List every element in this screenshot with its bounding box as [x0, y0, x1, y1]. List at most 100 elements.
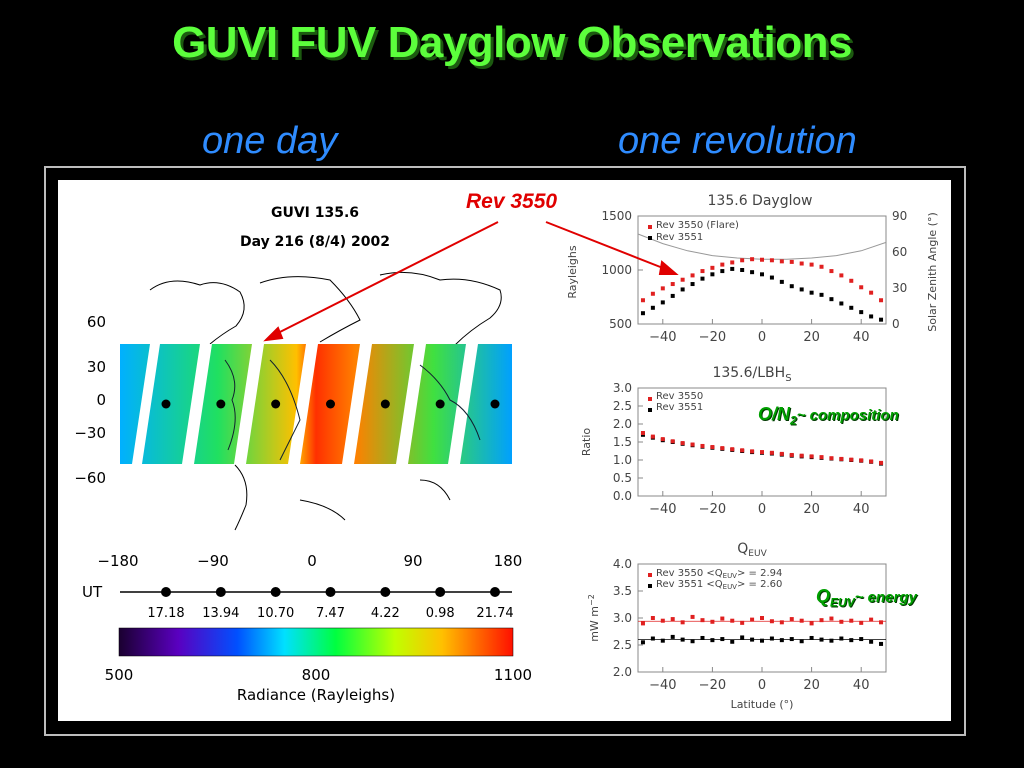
- ut-marker: [490, 587, 500, 597]
- data-point-rev3550: [640, 621, 645, 626]
- y-tick-label: 2.5: [613, 638, 632, 652]
- data-point-rev3550: [720, 446, 725, 451]
- map-title-line2: Day 216 (8/4) 2002: [240, 234, 390, 250]
- swath-coastlines: [224, 359, 481, 461]
- data-point-rev3551: [730, 639, 735, 644]
- data-point-rev3550: [740, 448, 745, 453]
- data-point-rev3550: [849, 457, 854, 462]
- dayglow-y2label: Solar Zenith Angle (°): [926, 212, 939, 332]
- legend-marker-rev3550: [648, 573, 652, 577]
- y-tick-label: 1.5: [613, 435, 632, 449]
- y-tick-label: 2.5: [613, 399, 632, 413]
- data-point-rev3550: [809, 621, 814, 626]
- ratio-ylabel: Ratio: [580, 428, 593, 457]
- data-point-rev3550: [760, 616, 764, 620]
- data-point-rev3551: [869, 639, 874, 644]
- legend-marker-rev3550: [648, 397, 652, 401]
- map-ytick: −60: [74, 469, 106, 487]
- data-point-rev3551: [849, 638, 854, 643]
- data-point-rev3550: [869, 617, 874, 622]
- data-point-rev3550: [690, 442, 695, 447]
- data-point-rev3550: [690, 273, 695, 278]
- equator-crossing-dot: [161, 399, 171, 409]
- ratio-panel: 135.6/LBHS Ratio Rev 3550 Rev 3551 −40 −2…: [580, 365, 887, 517]
- data-point-rev3551: [640, 640, 645, 645]
- dayglow-ylabel: Rayleighs: [566, 245, 579, 298]
- data-point-rev3551: [819, 292, 824, 297]
- data-point-rev3550: [879, 298, 884, 303]
- subtitle-one-revolution: one revolution: [618, 120, 857, 162]
- map-x-axis: −180 −90 0 90 180: [97, 552, 522, 570]
- data-point-rev3550: [809, 454, 814, 459]
- data-point-rev3550: [650, 434, 655, 439]
- y2-tick-label: 0: [892, 317, 900, 331]
- data-point-rev3550: [680, 441, 685, 446]
- callout-arrows: [263, 221, 679, 342]
- data-point-rev3551: [680, 287, 685, 292]
- qeuv-panel: QEUV mW m−2 Rev 3550 <QEUV> = 2.94 Rev 3…: [587, 541, 887, 711]
- data-point-rev3550: [849, 278, 854, 283]
- data-point-rev3550: [660, 437, 665, 442]
- ut-marker: [215, 587, 226, 597]
- data-point-rev3550: [700, 443, 705, 448]
- data-point-rev3551: [760, 638, 764, 643]
- data-point-rev3550: [640, 431, 645, 435]
- y2-tick-label: 60: [892, 245, 907, 259]
- data-point-rev3550: [769, 619, 774, 624]
- equator-crossing-dot: [490, 399, 500, 409]
- data-point-rev3551: [690, 282, 695, 287]
- data-point-rev3550: [789, 259, 794, 264]
- data-point-rev3551: [720, 269, 725, 274]
- data-point-rev3551: [640, 311, 645, 316]
- data-point-rev3550: [710, 445, 715, 450]
- data-point-rev3551: [650, 636, 655, 641]
- slide-title: GUVI FUV Dayglow Observations: [172, 18, 852, 67]
- ut-value: 4.22: [371, 606, 400, 621]
- y-tick-label: 1.0: [613, 453, 632, 467]
- data-point-rev3550: [730, 447, 735, 452]
- data-point-rev3550: [720, 262, 725, 267]
- y-tick-label: 1000: [601, 263, 632, 277]
- legend-entry-rev3551: Rev 3551: [656, 232, 703, 243]
- legend-entry-rev3550: Rev 3550: [656, 391, 703, 402]
- data-point-rev3551: [819, 637, 824, 642]
- data-point-rev3551: [799, 287, 804, 292]
- equator-crossing-dot: [271, 399, 281, 409]
- data-point-rev3550: [670, 282, 675, 287]
- colorbar-tick: 500: [105, 666, 134, 684]
- map-xtick: −180: [97, 552, 138, 570]
- x-tick-label: 40: [853, 330, 870, 345]
- y-tick-label: 500: [609, 317, 632, 331]
- data-point-rev3550: [849, 618, 854, 623]
- x-tick-label: −20: [699, 678, 726, 693]
- annotation-composition: O/N2~ composition: [758, 404, 899, 428]
- data-point-rev3550: [819, 264, 824, 269]
- legend-entry-rev3551: Rev 3551: [656, 402, 703, 413]
- data-point-rev3550: [680, 620, 685, 625]
- arrow-to-dayglow: [545, 221, 669, 271]
- ut-value: 21.74: [476, 606, 513, 621]
- data-point-rev3551: [670, 634, 675, 639]
- y-tick-label: 2.0: [613, 665, 632, 679]
- qeuv-ylabel: mW m−2: [587, 594, 601, 642]
- x-tick-label: −20: [699, 330, 726, 345]
- data-point-rev3550: [879, 460, 884, 465]
- equator-crossing-dot: [380, 399, 390, 409]
- ratio-title: 135.6/LBHS: [712, 365, 791, 384]
- data-point-rev3550: [839, 456, 844, 461]
- data-point-rev3551: [730, 266, 735, 271]
- data-point-rev3550: [710, 619, 715, 624]
- equator-crossing-dot: [326, 399, 335, 409]
- data-point-rev3551: [859, 637, 864, 642]
- data-point-rev3551: [799, 639, 804, 644]
- x-tick-label: −40: [649, 502, 676, 517]
- x-tick-label: −20: [699, 502, 726, 517]
- data-point-rev3550: [779, 620, 784, 625]
- map-y-axis: 60 30 0 −30 −60: [74, 313, 106, 487]
- data-point-rev3551: [789, 637, 794, 642]
- data-point-rev3550: [859, 620, 864, 625]
- data-point-rev3550: [799, 261, 804, 266]
- data-point-rev3550: [670, 617, 675, 622]
- y2-tick-label: 90: [892, 209, 907, 223]
